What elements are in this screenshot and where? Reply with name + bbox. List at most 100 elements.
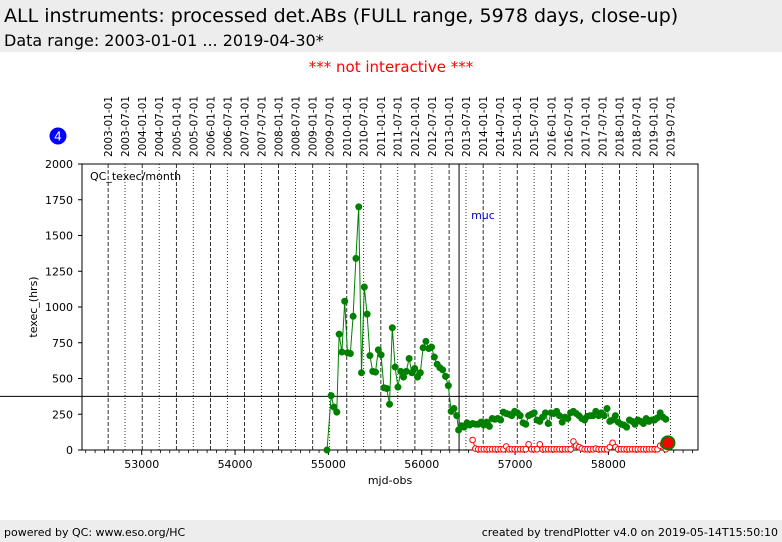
date-tick-label: 2013-07-01 (461, 96, 473, 157)
data-point (536, 440, 544, 448)
data-point (352, 254, 360, 262)
data-point (391, 363, 399, 371)
data-point (419, 344, 427, 352)
data-point (416, 369, 424, 377)
data-point (383, 385, 391, 393)
footer-powered-by: powered by QC: www.eso.org/HC (4, 526, 186, 539)
date-tick-label: 2011-01-01 (376, 96, 388, 157)
date-tick-label: 2005-07-01 (188, 96, 200, 157)
date-tick-label: 2009-07-01 (325, 96, 337, 157)
data-point (611, 412, 619, 420)
y-tick-label: 2000 (45, 158, 73, 171)
date-tick-label: 2011-07-01 (393, 96, 405, 157)
data-point (386, 400, 394, 408)
date-tick-label: 2006-01-01 (205, 96, 217, 157)
date-tick-label: 2016-01-01 (546, 96, 558, 157)
data-point (600, 412, 608, 420)
badge-number: 4 (54, 130, 62, 144)
x-tick-label: 56000 (404, 458, 439, 471)
x-tick-label: 53000 (124, 458, 159, 471)
date-tick-label: 2003-01-01 (103, 96, 115, 157)
y-axis-title: texec_(hrs) (27, 276, 40, 337)
data-point (400, 373, 408, 381)
data-point (360, 283, 368, 291)
data-point (338, 348, 346, 356)
footer-bar: powered by QC: www.eso.org/HC created by… (0, 520, 782, 542)
data-point (333, 408, 341, 416)
data-point (363, 310, 371, 318)
data-point (450, 405, 458, 413)
data-point (544, 420, 552, 428)
data-point (422, 337, 430, 345)
y-tick-label: 1000 (45, 301, 73, 314)
date-tick-label: 2017-01-01 (580, 96, 592, 157)
data-point (525, 440, 532, 448)
data-point (522, 420, 530, 428)
date-tick-label: 2010-01-01 (342, 96, 354, 157)
date-tick-label: 2014-07-01 (495, 96, 507, 157)
date-tick-label: 2015-07-01 (529, 96, 541, 157)
y-tick-label: 500 (52, 373, 73, 386)
data-point (377, 351, 385, 359)
data-point (469, 436, 476, 444)
data-point (485, 422, 493, 430)
x-tick-label: 55000 (311, 458, 346, 471)
x-axis-title: mjd-obs (368, 474, 413, 487)
data-point (439, 366, 447, 374)
data-point (366, 352, 374, 360)
data-point (394, 383, 402, 391)
footer-created-by: created by trendPlotter v4.0 on 2019-05-… (481, 526, 778, 539)
date-tick-label: 2019-01-01 (649, 96, 661, 157)
y-tick-label: 0 (66, 444, 73, 457)
data-point (388, 324, 396, 332)
data-range-subtitle: Data range: 2003-01-01 ... 2019-04-30* (4, 31, 324, 50)
data-point (355, 203, 363, 211)
date-tick-label: 2010-07-01 (359, 96, 371, 157)
date-tick-label: 2006-07-01 (222, 96, 234, 157)
date-tick-label: 2016-07-01 (563, 96, 575, 157)
data-point (564, 415, 572, 423)
y-tick-label: 1250 (45, 265, 73, 278)
data-point (516, 412, 524, 420)
data-point (497, 416, 505, 424)
data-point (662, 415, 670, 423)
data-point (567, 445, 574, 453)
data-point (341, 297, 349, 305)
date-tick-label: 2017-07-01 (597, 96, 609, 157)
date-tick-label: 2008-07-01 (291, 96, 303, 157)
data-point (555, 412, 563, 420)
data-point (442, 372, 450, 380)
data-point (430, 353, 438, 361)
data-point (411, 364, 419, 372)
y-tick-label: 750 (52, 337, 73, 350)
x-tick-label: 58000 (591, 458, 626, 471)
event-marker-label: muc (471, 209, 495, 222)
date-tick-label: 2014-01-01 (478, 96, 490, 157)
x-tick-label: 57000 (498, 458, 533, 471)
date-tick-label: 2007-07-01 (256, 96, 268, 157)
data-point (623, 423, 631, 431)
header-bar: ALL instruments: processed det.ABs (FULL… (0, 0, 782, 52)
data-point (402, 367, 410, 375)
data-point (335, 330, 343, 338)
date-tick-label: 2005-01-01 (171, 96, 183, 157)
data-point (346, 349, 354, 357)
data-point (444, 382, 452, 390)
data-point (405, 354, 413, 362)
date-tick-label: 2013-01-01 (444, 96, 456, 157)
date-tick-label: 2012-07-01 (427, 96, 439, 157)
x-tick-label: 54000 (218, 458, 253, 471)
page-title: ALL instruments: processed det.ABs (FULL… (4, 5, 679, 27)
date-tick-label: 2018-07-01 (631, 96, 643, 157)
not-interactive-notice: *** not interactive *** (308, 58, 474, 76)
data-point (323, 446, 331, 454)
data-point (358, 369, 366, 377)
date-tick-label: 2009-01-01 (308, 96, 320, 157)
date-tick-label: 2004-07-01 (154, 96, 166, 157)
date-tick-label: 2012-01-01 (410, 96, 422, 157)
y-tick-label: 250 (52, 408, 73, 421)
data-point (372, 368, 380, 376)
data-point (428, 343, 436, 351)
badge-circle (49, 127, 67, 145)
